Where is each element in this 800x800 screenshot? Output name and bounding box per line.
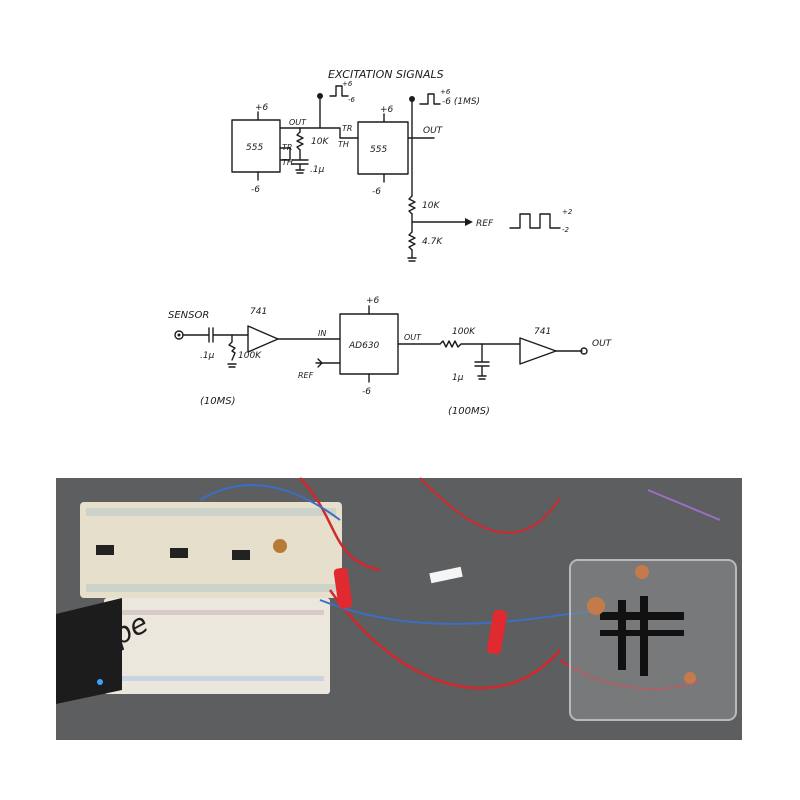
- u1-out-label: OUT: [289, 118, 307, 127]
- r1-label: 10K: [311, 137, 329, 147]
- ref-arrow: [465, 218, 473, 226]
- chip-1: [96, 545, 114, 555]
- wave1-pulse: [329, 85, 349, 97]
- op1-label: 741: [250, 307, 267, 317]
- rail-blue-line: [110, 676, 324, 681]
- u1-label: 555: [246, 143, 263, 153]
- clip-red-1: [333, 567, 353, 609]
- rlp-label: 100K: [452, 327, 476, 337]
- c1-label: .1μ: [310, 165, 325, 175]
- ad630-out-label: OUT: [404, 333, 422, 342]
- wave2-hi: +6: [440, 88, 451, 96]
- u1-vminus: -6: [251, 185, 260, 195]
- input-cap: [182, 327, 249, 343]
- schematic-top: EXCITATION SIGNALS 555 +6 -6 TR TH OUT 1…: [231, 68, 573, 262]
- opamp2: [519, 337, 557, 365]
- copper-contact-2: [635, 565, 649, 579]
- wave3-square: [509, 213, 561, 229]
- u1-th-label: TH: [282, 158, 293, 167]
- wire-red-2: [328, 589, 561, 690]
- breadboard-bottom: [104, 598, 330, 694]
- wire-red-3: [419, 477, 561, 534]
- c1-capacitor: [291, 149, 309, 174]
- input-resistor: [227, 334, 237, 368]
- sensor-terminal-dot: [177, 333, 181, 337]
- copper-contact-3: [684, 672, 696, 684]
- tau2-label: (100MS): [448, 406, 490, 417]
- u1-555-box: [231, 119, 281, 173]
- plastic-tray: [569, 559, 737, 721]
- wave1-hi: +6: [342, 80, 353, 88]
- wave2-lo: -6 (1MS): [442, 97, 480, 107]
- wave2-pulse: [419, 93, 441, 105]
- node-dot-2: [409, 96, 415, 102]
- excitation-title: EXCITATION SIGNALS: [328, 68, 444, 81]
- wave3-lo: -2: [562, 226, 570, 234]
- wire-blue-1: [319, 599, 601, 625]
- op2-label: 741: [534, 327, 551, 337]
- r3-label: 4.7K: [422, 237, 443, 247]
- setup-photo: nscope: [50, 477, 742, 740]
- rin-label: 100K: [238, 351, 262, 361]
- wire-red-1: [299, 477, 381, 572]
- ad630-vminus: -6: [362, 387, 371, 397]
- capacitor-orange: [273, 539, 287, 553]
- ref-label: REF: [476, 219, 494, 229]
- u1-out-wire: [279, 127, 301, 133]
- r2-resistor: [408, 195, 416, 215]
- paper-scrap: [429, 566, 463, 584]
- u2-555-box: [357, 121, 409, 175]
- opamp1: [247, 325, 279, 353]
- u2-th-label: TH: [338, 140, 349, 149]
- out-terminal: [580, 347, 588, 355]
- breadboard-rail-bottom: [86, 584, 336, 592]
- node-dot-1: [317, 93, 323, 99]
- schematic-bottom: SENSOR .1μ 100K (10MS) 741 IN AD630 +6 -…: [168, 296, 613, 417]
- u2-out-label: OUT: [423, 126, 444, 136]
- r3-resistor: [408, 231, 416, 251]
- lp-resistor: [439, 340, 521, 348]
- copper-contact-1: [587, 597, 605, 615]
- ref2-label: REF: [298, 371, 314, 380]
- u1-trig-wire: [279, 147, 291, 161]
- wire-blue-2: [199, 484, 341, 521]
- sensor-bar-h2: [600, 630, 684, 636]
- wire-purple: [647, 489, 721, 521]
- out-label: OUT: [592, 339, 613, 349]
- clip-red-2: [486, 609, 508, 655]
- chip-2: [170, 548, 188, 558]
- ground-top: [407, 249, 417, 262]
- led-blue: [97, 679, 103, 685]
- u2-label: 555: [370, 145, 387, 155]
- clp-label: 1μ: [452, 373, 464, 383]
- u2-vminus: -6: [372, 187, 381, 197]
- tau1-label: (10MS): [200, 396, 236, 407]
- nscope-board: [56, 598, 122, 704]
- wave1-lo: -6: [348, 96, 356, 104]
- u2-vplus: +6: [380, 105, 394, 115]
- rail-red-line: [110, 610, 324, 615]
- ad630-vplus: +6: [366, 296, 380, 306]
- u1-vplus: +6: [255, 103, 269, 113]
- ad630-label: AD630: [348, 341, 380, 351]
- wave3-hi: +2: [562, 208, 573, 216]
- in-label: IN: [318, 329, 326, 338]
- u2-in-wire: [319, 127, 359, 139]
- r2-label: 10K: [422, 201, 440, 211]
- cin-label: .1μ: [200, 351, 215, 361]
- lp-capacitor: [474, 343, 490, 380]
- chip-3: [232, 550, 250, 560]
- sensor-label: SENSOR: [168, 310, 209, 321]
- ref-input: [315, 358, 341, 368]
- breadboard-rail: [86, 508, 336, 516]
- u2-tr-label: TR: [342, 124, 352, 133]
- r1-resistor: [296, 131, 304, 151]
- breadboard-top: [80, 502, 342, 598]
